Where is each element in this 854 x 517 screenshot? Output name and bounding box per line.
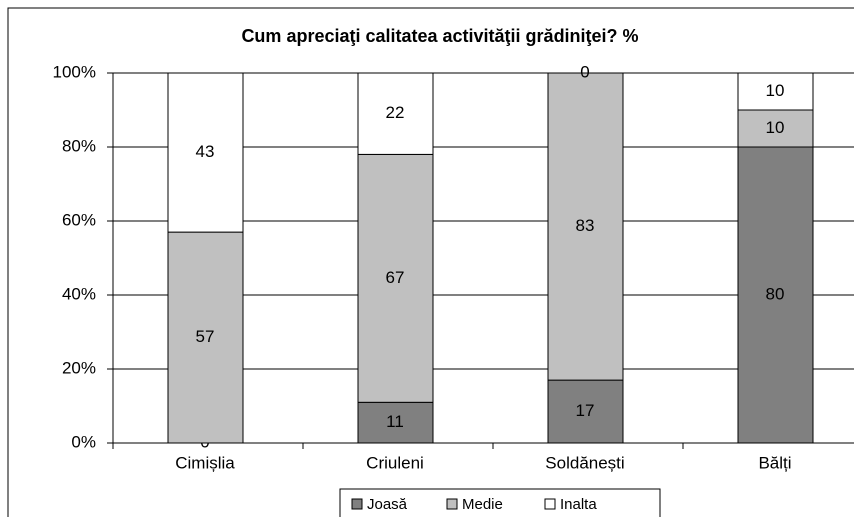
data-label: 22: [386, 103, 405, 122]
legend-label: Medie: [462, 496, 503, 513]
bar-segment: [547, 72, 624, 381]
bar-segment: [547, 379, 624, 444]
x-tick-label: Soldănești: [545, 453, 624, 472]
y-tick-label: 60%: [62, 210, 96, 229]
legend-box: [339, 488, 661, 517]
y-tick-label: 20%: [62, 358, 96, 377]
data-label: 43: [196, 142, 215, 161]
legend-swatch: [544, 498, 556, 510]
y-tick-label: 40%: [62, 284, 96, 303]
bar-segment: [357, 72, 434, 155]
chart-title: Cum apreciaţi calitatea activităţii grăd…: [241, 26, 638, 46]
legend-label: Joasă: [367, 496, 408, 513]
data-label: 10: [766, 81, 785, 100]
data-label: 80: [766, 284, 785, 303]
bar-segment: [737, 72, 814, 111]
x-tick-label: Criuleni: [366, 453, 424, 472]
legend-label: Inalta: [560, 496, 597, 513]
bar-segment: [357, 153, 434, 403]
bar-segment: [167, 231, 244, 444]
data-label: 0: [580, 62, 589, 81]
data-label: 10: [766, 118, 785, 137]
data-label: 67: [386, 268, 405, 287]
y-tick-label: 100%: [53, 62, 96, 81]
data-label: 57: [196, 327, 215, 346]
y-tick-label: 0%: [71, 432, 96, 451]
bar-segment: [167, 72, 244, 233]
data-label: 17: [576, 401, 595, 420]
legend-swatch: [446, 498, 458, 510]
bar-segment: [357, 401, 434, 444]
data-label: 83: [576, 216, 595, 235]
bar-segment: [737, 109, 814, 148]
legend-swatch: [351, 498, 363, 510]
y-tick-label: 80%: [62, 136, 96, 155]
data-label: 11: [386, 412, 404, 431]
x-tick-label: Cimișlia: [175, 453, 235, 472]
x-tick-label: Bălți: [758, 453, 791, 472]
